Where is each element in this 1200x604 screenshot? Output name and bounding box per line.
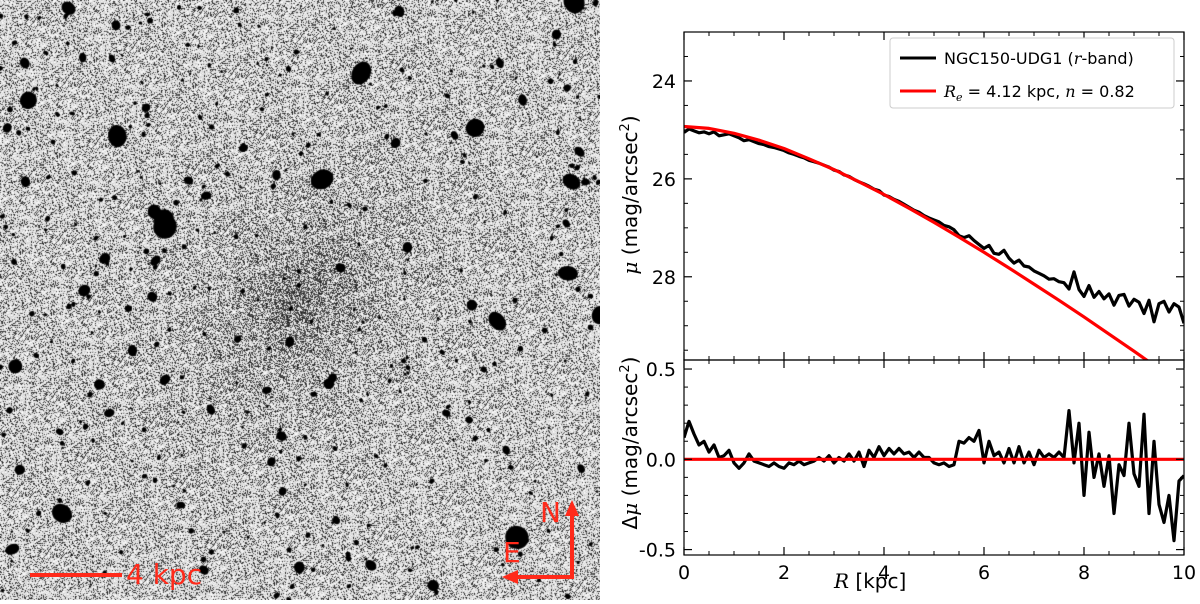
legend-label-model: Re = 4.12 kpc, n = 0.82 [943, 82, 1135, 104]
profile-y-tick-label: 24 [652, 71, 676, 93]
residual-series-data-line [684, 409, 1184, 543]
x-axis-label: R [kpc] [833, 569, 906, 593]
compass-north-arrowhead [565, 500, 579, 516]
profile-y-tick-label: 26 [652, 169, 676, 191]
y-axis-label-profile: μ (mag/arcsec2) [618, 115, 642, 274]
residual-y-tick-label: 0.5 [646, 359, 676, 381]
x-tick-label: 6 [978, 562, 990, 584]
x-tick-label: 0 [678, 562, 690, 584]
compass-north-label: N [540, 496, 561, 529]
scale-bar-label: 4 kpc [126, 558, 202, 591]
image-annotations: 4 kpc N E [30, 496, 579, 591]
x-tick-label: 2 [778, 562, 790, 584]
legend: NGC150-UDG1 (r-band) Re = 4.12 kpc, n = … [889, 37, 1175, 109]
profile-axes: 24 26 28 [652, 31, 1185, 361]
galaxy-image-panel: 4 kpc N E [0, 0, 600, 600]
legend-box [889, 37, 1175, 109]
profile-series-model-line [684, 124, 1150, 360]
x-tick-label: 4 [878, 562, 890, 584]
compass: N E [502, 496, 579, 584]
x-tick-label: 10 [1172, 562, 1196, 584]
compass-east-arrowhead [502, 570, 518, 584]
galaxy-image [0, 0, 600, 600]
profile-y-tick-label: 28 [652, 267, 676, 289]
x-tick-label: 8 [1078, 562, 1090, 584]
residual-y-tick-label: 0.0 [646, 449, 676, 471]
residual-axes: 0.5 0.0 -0.50 2 4 6 8 10 [639, 359, 1196, 584]
residual-y-tick-label: -0.5 [639, 540, 676, 562]
profile-series-data-line [684, 127, 1184, 324]
legend-label-data: NGC150-UDG1 (r-band) [944, 49, 1134, 68]
y-axis-label-residual: Δμ (mag/arcsec2) [618, 357, 642, 530]
compass-east-label: E [503, 536, 521, 569]
profile-plot-panel: 24 26 28 0.5 0.0 -0.5 0 2 4 6 8 10 NGC150-UDG1 (r-… [600, 0, 1200, 600]
